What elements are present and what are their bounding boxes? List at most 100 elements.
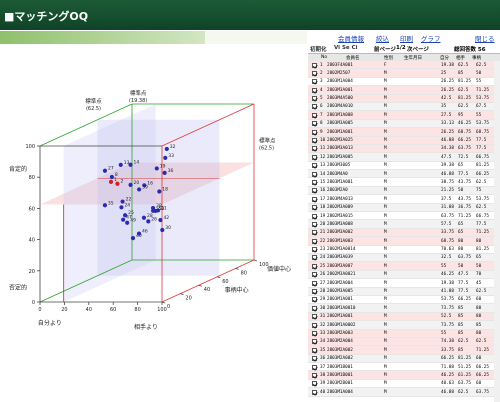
row-checkbox[interactable] [312, 87, 317, 93]
row-checkbox[interactable] [312, 154, 317, 160]
table-row[interactable]: 6 2803M4A010 M 35 62.5 67.5 [308, 102, 500, 112]
table-row[interactable]: 19 2802M3A015 M 63.75 71.25 66.75 [308, 212, 500, 221]
table-row[interactable]: 12 2801M3A005 M 47.5 72.5 66.75 [308, 153, 500, 162]
row-checkbox[interactable] [312, 230, 317, 236]
table-row[interactable]: 34 2803M2A004 M 74.38 62.5 62.5 [308, 337, 500, 347]
row-checkbox[interactable] [312, 372, 317, 378]
row-checkbox[interactable] [312, 263, 317, 269]
table-row[interactable]: 9 2803M1A001 M 26.25 68.75 68.75 [308, 128, 500, 137]
table-header: No 会員名 性別 生年月日 自分 相手 事柄 [308, 53, 500, 61]
row-checkbox[interactable] [312, 138, 317, 144]
table-row[interactable]: 11 2803M3A013 M 34.38 63.75 77.5 [308, 144, 500, 154]
row-checkbox[interactable] [312, 289, 317, 295]
row-checkbox[interactable] [312, 364, 317, 370]
init-button[interactable]: 初期化 [310, 47, 327, 53]
link-print[interactable]: 印刷 [400, 35, 413, 43]
table-row[interactable]: 40 2803M1A004 M 46.88 62.5 63.75 [308, 388, 500, 397]
row-no: 19 [320, 213, 326, 219]
row-member-name: 2803M3A008 [327, 221, 353, 227]
table-row[interactable]: 2 2802M2507 M 25 85 50 [308, 69, 500, 78]
table-row[interactable]: 37 2803M1B001 M 71.88 51.25 66.25 [308, 363, 500, 372]
table-row[interactable]: 13 2803M3005 M 39.38 65 81.25 [308, 162, 500, 171]
row-checkbox[interactable] [312, 146, 317, 152]
table-row[interactable]: 35 2803M2A002 M 33.75 85 71.25 [308, 346, 500, 355]
table-row[interactable]: 36 2803M2A002 M 66.25 81.25 60 [308, 354, 500, 364]
data-point-label-42: 42 [163, 215, 169, 221]
link-filter[interactable]: 絞込 [376, 35, 389, 43]
table-row[interactable]: 17 2803M4A013 M 37.5 43.75 53.75 [308, 195, 500, 204]
row-checkbox[interactable] [312, 314, 317, 320]
row-checkbox[interactable] [312, 179, 317, 185]
table-row[interactable]: 7 2801M1A008 M 27.5 95 55 [308, 111, 500, 120]
data-point-25 [122, 213, 128, 218]
data-point-label-16: 16 [147, 180, 153, 186]
table-row[interactable]: 32 2803M1A0002 M 73.75 85 85 [308, 321, 500, 330]
row-gender: M [384, 272, 387, 278]
row-checkbox[interactable] [312, 96, 317, 102]
table-row[interactable]: 22 2803M1A003 M 68.75 80 80 [308, 237, 500, 246]
row-checkbox[interactable] [312, 331, 317, 336]
table-row[interactable]: 23 2802M3A0014 M 70.63 80 81.25 [308, 246, 500, 254]
table-row[interactable]: 25 2803M3A007 M 55 50 50 [308, 262, 500, 271]
table-row[interactable]: 1 2803F4A001 F 19.38 62.5 62.5 [308, 61, 500, 70]
row-checkbox[interactable] [312, 188, 317, 194]
row-checkbox[interactable] [312, 221, 317, 227]
row-checkbox[interactable] [312, 121, 317, 127]
table-row[interactable]: 10 2802M3A025 M 46.88 66.25 77.5 [308, 136, 500, 145]
row-matter: 53.75 [476, 121, 489, 127]
table-row[interactable]: 14 2803M4A0 M 46.88 77.5 66.25 [308, 170, 500, 179]
row-checkbox[interactable] [312, 339, 317, 345]
table-row[interactable]: 33 2803M2A003 M 55 85 80 [308, 329, 500, 338]
row-checkbox[interactable] [312, 305, 317, 311]
table-row[interactable]: 39 2803M2B001 M 40.63 63.75 60 [308, 380, 500, 389]
row-checkbox[interactable] [312, 322, 317, 328]
table-row[interactable]: 16 2803M2A0 M 21.25 50 75 [308, 186, 500, 196]
row-checkbox[interactable] [312, 104, 317, 110]
table-row[interactable]: 8 2803M3A005 M 33.13 46.25 53.75 [308, 119, 500, 129]
row-checkbox[interactable] [312, 381, 317, 387]
table-row[interactable]: 29 2803M1A001 M 53.75 66.25 60 [308, 296, 500, 305]
table-row[interactable]: 38 2803M1B001 M 46.25 61.25 66.25 [308, 371, 500, 380]
table-row[interactable]: 27 2803M2A004 M 19.38 77.5 45 [308, 279, 500, 288]
row-checkbox[interactable] [312, 70, 317, 76]
row-checkbox[interactable] [312, 62, 317, 68]
row-checkbox[interactable] [312, 255, 317, 261]
table-row[interactable]: 18 2802M3A009 M 31.88 36.75 62.5 [308, 203, 500, 213]
table-row[interactable]: 30 2803M1A0010 M 73.75 85 80 [308, 304, 500, 313]
row-checkbox[interactable] [312, 112, 317, 118]
row-member-name: 2803M1A004 [327, 389, 353, 395]
row-other: 63.75 [458, 255, 471, 261]
table-scrollbar[interactable] [494, 61, 500, 402]
row-checkbox[interactable] [312, 356, 317, 362]
row-checkbox[interactable] [312, 171, 317, 177]
table-row[interactable]: 31 2802M1A001 M 52.5 85 80 [308, 312, 500, 322]
prev-page-button[interactable]: 前ページ [374, 47, 396, 53]
row-checkbox[interactable] [312, 213, 317, 219]
table-row[interactable]: 20 2803M3A008 M 57.5 65 77.5 [308, 220, 500, 229]
table-row[interactable]: 3 2803M1A004 M 26.25 81.25 55 [308, 78, 500, 87]
table-row[interactable]: 21 2803M3A002 M 33.75 65 71.25 [308, 228, 500, 238]
link-close[interactable]: 閉じる [475, 35, 495, 43]
row-checkbox[interactable] [312, 238, 317, 244]
row-checkbox[interactable] [312, 297, 317, 303]
table-row[interactable]: 4 2803M3A001 M 26.25 62.5 71.25 [308, 86, 500, 95]
table-row[interactable]: 5 2803M4A500 M 42.5 81.25 53.75 [308, 94, 500, 103]
row-checkbox[interactable] [312, 79, 317, 85]
row-checkbox[interactable] [312, 272, 317, 278]
table-row[interactable]: 26 2802M3A0021 M 46.25 47.5 70 [308, 270, 500, 280]
link-member-info[interactable]: 会員情報 [338, 35, 364, 43]
row-checkbox[interactable] [312, 196, 317, 202]
row-checkbox[interactable] [312, 205, 317, 211]
view-switch[interactable]: Vi Se Ci [334, 45, 358, 51]
row-checkbox[interactable] [312, 129, 317, 135]
table-row[interactable]: 28 2802M3A005 M 41.88 77.5 62.5 [308, 287, 500, 296]
row-checkbox[interactable] [312, 163, 317, 169]
next-page-button[interactable]: 次ページ [407, 47, 429, 53]
table-row[interactable]: 15 2803M1A001 M 38.75 43.75 62.5 [308, 178, 500, 187]
row-checkbox[interactable] [312, 247, 317, 253]
table-row[interactable]: 24 2803M3A039 M 32.5 63.75 65 [308, 253, 500, 263]
row-checkbox[interactable] [312, 347, 317, 353]
link-graph[interactable]: グラフ [421, 35, 441, 43]
row-checkbox[interactable] [312, 389, 317, 395]
row-checkbox[interactable] [312, 280, 317, 286]
